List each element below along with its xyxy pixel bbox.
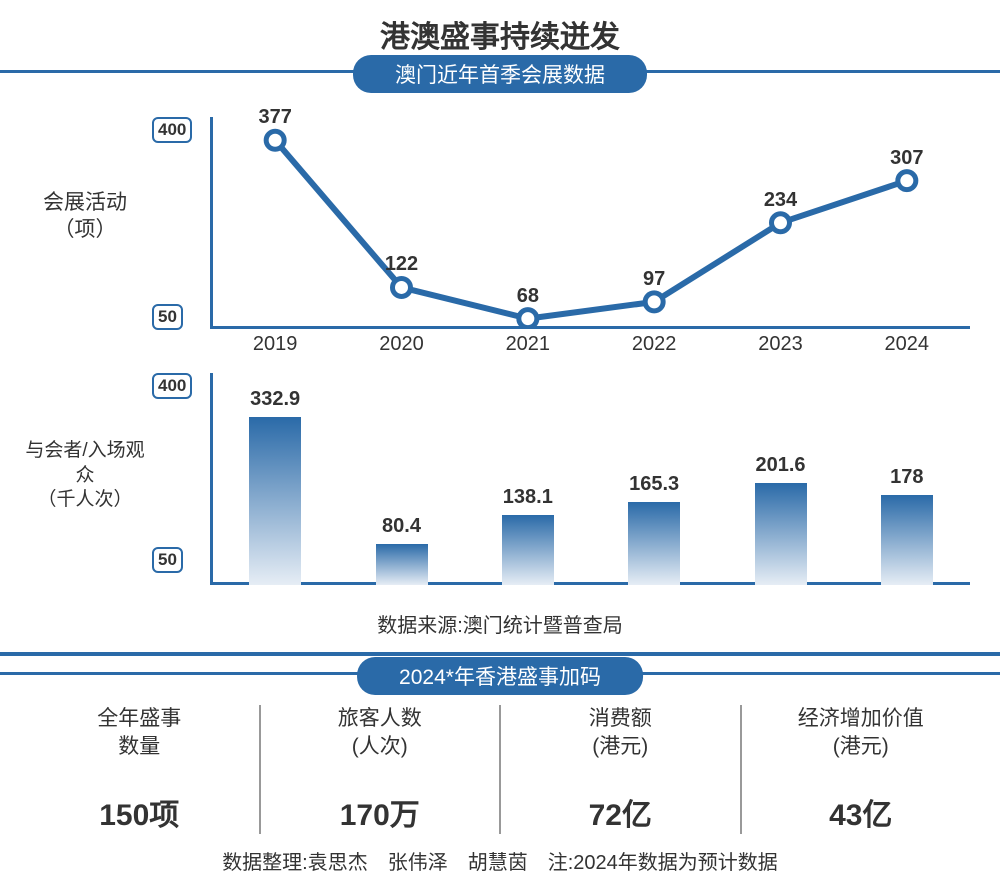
data-label: 332.9 xyxy=(250,388,300,411)
y-axis-line xyxy=(210,373,213,585)
line-x-axis: 201920202021202220232024 xyxy=(212,333,970,359)
ytick-top: 400 xyxy=(152,373,208,399)
x-tick-label: 2022 xyxy=(591,333,717,359)
ytick-bottom: 50 xyxy=(152,547,208,573)
stat-cell: 经济增加价值(港元) 43亿 xyxy=(742,705,981,834)
bar xyxy=(249,417,301,585)
bar xyxy=(376,544,428,585)
ylabel-line1: 与会者/入场观众 xyxy=(20,439,150,488)
line-plot-area: 377 122 68 97 234 307 xyxy=(212,99,970,329)
data-label: 165.3 xyxy=(629,473,679,496)
data-label: 234 xyxy=(764,189,797,212)
stat-label: 全年盛事数量 xyxy=(20,705,259,762)
footnote: 数据整理:袁思杰 张伟泽 胡慧茵 注:2024年数据为预计数据 xyxy=(0,846,1000,875)
line-svg xyxy=(212,99,970,329)
line-chart-ylabel: 会展活动 （项） xyxy=(20,189,150,244)
stat-value: 43亿 xyxy=(742,790,981,834)
section2-header: 2024*年香港盛事加码 xyxy=(0,672,1000,675)
section1-header: 澳门近年首季会展数据 xyxy=(0,70,1000,73)
bar-chart-ylabel: 与会者/入场观众 （千人次） xyxy=(20,439,150,513)
ytick-bottom: 50 xyxy=(152,304,208,330)
data-label: 138.1 xyxy=(503,486,553,509)
bar xyxy=(755,483,807,585)
stat-cell: 全年盛事数量 150项 xyxy=(20,705,261,834)
stat-label: 经济增加价值(港元) xyxy=(742,705,981,762)
data-label: 122 xyxy=(385,253,418,276)
stat-label: 消费额(港元) xyxy=(501,705,740,762)
ytick-top: 400 xyxy=(152,117,208,143)
x-tick-label: 2020 xyxy=(338,333,464,359)
bar xyxy=(881,495,933,585)
data-label: 307 xyxy=(890,147,923,170)
section2-heading: 2024*年香港盛事加码 xyxy=(357,657,643,695)
bar xyxy=(502,515,554,585)
data-label: 68 xyxy=(517,285,539,308)
x-tick-label: 2023 xyxy=(717,333,843,359)
bar-chart: 与会者/入场观众 （千人次） 400 50 332.9 80.4 138.1 165.… xyxy=(20,369,980,599)
stat-value: 150项 xyxy=(20,790,259,834)
bar-plot-area: 332.9 80.4 138.1 165.3 201.6 178 xyxy=(212,369,970,585)
ytick-label: 400 xyxy=(152,117,192,143)
x-tick-label: 2019 xyxy=(212,333,338,359)
data-label: 97 xyxy=(643,268,665,291)
bar xyxy=(628,502,680,585)
x-tick-label: 2024 xyxy=(844,333,970,359)
ylabel-line2: （千人次） xyxy=(20,488,150,513)
data-label: 178 xyxy=(890,466,923,489)
divider xyxy=(0,652,1000,656)
line-chart: 会展活动 （项） 400 50 3771226897234307 2019202… xyxy=(20,99,980,359)
stat-value: 72亿 xyxy=(501,790,740,834)
x-axis-line xyxy=(210,582,970,585)
data-label: 201.6 xyxy=(755,454,805,477)
data-label: 80.4 xyxy=(382,515,421,538)
section1-heading: 澳门近年首季会展数据 xyxy=(353,55,647,93)
stat-cell: 消费额(港元) 72亿 xyxy=(501,705,742,834)
stat-label: 旅客人数(人次) xyxy=(261,705,500,762)
stat-value: 170万 xyxy=(261,790,500,834)
ytick-label: 400 xyxy=(152,373,192,399)
x-tick-label: 2021 xyxy=(465,333,591,359)
stats-row: 全年盛事数量 150项旅客人数(人次) 170万消费额(港元) 72亿经济增加价值(港… xyxy=(20,705,980,834)
ylabel-line2: （项） xyxy=(20,216,150,243)
ylabel-line1: 会展活动 xyxy=(20,189,150,216)
data-label: 377 xyxy=(258,106,291,129)
data-source: 数据来源:澳门统计暨普查局 xyxy=(0,609,1000,638)
stat-cell: 旅客人数(人次) 170万 xyxy=(261,705,502,834)
ytick-label: 50 xyxy=(152,547,183,573)
ytick-label: 50 xyxy=(152,304,183,330)
